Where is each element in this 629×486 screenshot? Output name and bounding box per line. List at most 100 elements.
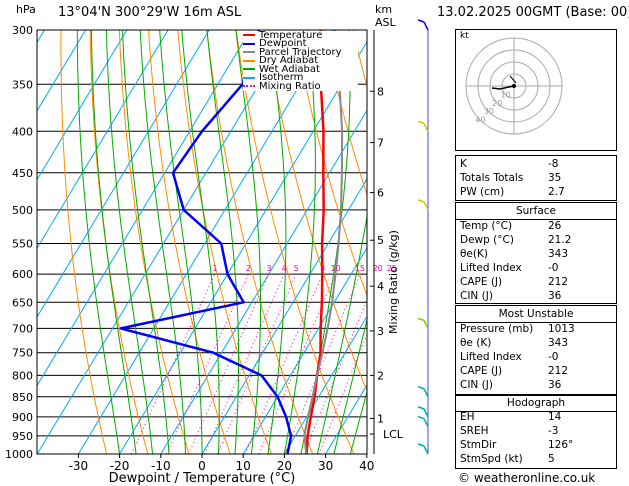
hpa-label: hPa [16, 3, 36, 16]
legend-label: Temperature [259, 29, 323, 41]
pressure-tick-label: 500 [12, 204, 33, 217]
mu-row: CIN (J) 36 [460, 379, 562, 391]
isotherm-line [160, 109, 367, 454]
mu-row: θe (K) 343 [460, 337, 569, 349]
copyright[interactable]: © weatheronline.co.uk [458, 471, 596, 485]
temp-tick-label: -10 [151, 459, 171, 473]
wet-adiabat-line [76, 30, 121, 454]
km-tick-label: 5 [377, 234, 384, 247]
dry-adiabat-line [235, 30, 355, 454]
most-unstable-title: Most Unstable [498, 308, 574, 320]
plot-frame [36, 29, 368, 455]
x-axis-label: Dewpoint / Temperature (°C) [109, 471, 296, 486]
legend-swatch [243, 51, 255, 54]
surface-row: Temp (°C) 26 [460, 220, 562, 232]
km-tick-label: 2 [377, 369, 384, 382]
legend-item: Parcel Trajectory [243, 46, 358, 58]
isotherm-line [37, 30, 169, 250]
isotherm-line [37, 30, 251, 387]
wind-barb [417, 415, 429, 427]
legend-swatch [243, 34, 255, 37]
index-row-k: K -8 [460, 158, 559, 170]
y-axis-label-right: Mixing Ratio (g/kg) [387, 230, 400, 334]
mixing-ratio-line [166, 273, 249, 454]
wet-adiabat-line [283, 30, 316, 454]
surface-title: Surface [515, 205, 556, 217]
hodograph: kt 10 20 30 40 [455, 29, 617, 151]
surface-row: CIN (J) 36 [460, 290, 562, 302]
pressure-tick-label: 450 [12, 167, 33, 180]
legend-swatch [243, 59, 255, 62]
wind-barb [417, 317, 429, 329]
legend-item: Temperature [243, 29, 358, 41]
hodograph-ring-label: 10 [501, 90, 511, 99]
temp-tick-label: 30 [318, 459, 333, 473]
datetime-title: 13.02.2025 00GMT (Base: 00) [437, 5, 629, 20]
legend-label: Parcel Trajectory [259, 46, 342, 58]
surface-table: Surface Temp (°C) 26 Dewp (°C) 21.2 θe(K) 3… [455, 202, 617, 304]
hodograph-trace [491, 85, 515, 90]
temp-tick-label: 40 [359, 459, 374, 473]
indices-table: K -8 Totals Totals 35 PW (cm) 2.7 [455, 155, 617, 201]
dry-adiabat-line [148, 30, 231, 454]
dry-adiabat-line [60, 30, 108, 454]
wet-adiabat-line [267, 30, 287, 454]
dewpoint-line [119, 30, 293, 454]
dry-adiabat-line [616, 30, 629, 454]
wet-adiabat-line [159, 30, 203, 454]
km-tick-label: 8 [377, 85, 384, 98]
wet-adiabat-line [300, 30, 351, 454]
mixing-ratio-line [303, 298, 367, 454]
legend-swatch [243, 76, 255, 79]
mixing-ratio-label: 25 [387, 264, 397, 273]
mixing-ratio-line [318, 333, 367, 454]
wind-barb [417, 120, 429, 132]
wind-barb [417, 443, 429, 455]
pressure-tick-label: 950 [12, 430, 33, 443]
wind-barb [417, 386, 429, 398]
legend-swatch [243, 42, 255, 45]
mixing-ratio-label: 2 [246, 264, 251, 273]
pressure-tick-label: 900 [12, 411, 33, 424]
km-tick-label: 1 [377, 412, 384, 425]
mixing-ratio-label: 4 [282, 264, 287, 273]
mixing-ratio-label: 5 [294, 264, 299, 273]
mu-row: CAPE (J) 212 [460, 365, 569, 377]
hodo-row: EH 14 [460, 411, 562, 423]
index-row-pw: PW (cm) 2.7 [460, 186, 565, 198]
pressure-tick-label: 300 [12, 24, 33, 37]
parcel-trajectory-line [303, 30, 344, 454]
hodograph-table: Hodograph EH 14 SREH -3 StmDir 126° StmSpd … [455, 395, 617, 469]
km-tick-label: 7 [377, 137, 384, 150]
pressure-tick-label: 1000 [5, 448, 33, 461]
mixing-ratio-label: 3 [266, 264, 271, 273]
wet-adiabat-line [139, 30, 186, 454]
temp-tick-label: 0 [198, 459, 206, 473]
surface-row: θe(K) 343 [460, 248, 569, 260]
legend-label: Isotherm [259, 72, 304, 84]
hodo-row: StmDir 126° [460, 439, 574, 451]
pressure-tick-label: 550 [12, 237, 33, 250]
wind-barb [417, 406, 429, 418]
temp-tick-label: -20 [110, 459, 130, 473]
temperature-line [305, 30, 325, 454]
hodograph-table-title: Hodograph [506, 397, 566, 409]
lcl-label: LCL [383, 428, 404, 441]
mixing-ratio-label: 8 [320, 264, 325, 273]
isotherm-line [37, 30, 293, 454]
wind-barb [417, 199, 429, 211]
pressure-tick-label: 750 [12, 347, 33, 360]
legend: Temperature Dewpoint Parcel Trajectory Dry … [243, 29, 358, 92]
mixing-ratio-line [204, 273, 285, 454]
hodo-row: SREH -3 [460, 425, 559, 437]
legend-swatch [243, 68, 255, 71]
pressure-tick-label: 800 [12, 369, 33, 382]
wet-adiabat-line [181, 30, 220, 454]
pressure-tick-label: 650 [12, 296, 33, 309]
pressure-tick-label: 400 [12, 125, 33, 138]
mixing-ratio-label: 1 [212, 264, 217, 273]
km-label: km [375, 3, 393, 16]
legend-label: Wet Adiabat [259, 63, 320, 75]
legend-label: Mixing Ratio [259, 80, 321, 92]
hodo-row: StmSpd (kt) 5 [460, 453, 555, 465]
